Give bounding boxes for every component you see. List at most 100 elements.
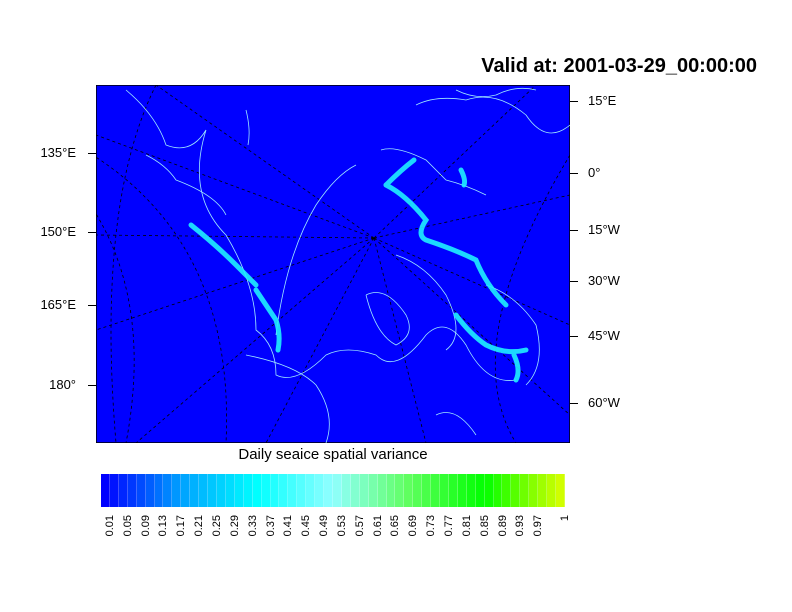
colorbar-box	[163, 474, 173, 507]
colorbar-box	[502, 474, 512, 507]
colorbar-box	[190, 474, 200, 507]
colorbar-title: Daily seaice spatial variance	[238, 446, 428, 463]
colorbar-label: 0.77	[443, 515, 455, 537]
colorbar-box	[538, 474, 548, 507]
colorbar-box	[484, 474, 494, 507]
lon-label-left: 180°	[49, 377, 76, 392]
map-panel	[96, 85, 570, 443]
colorbar-box	[181, 474, 191, 507]
colorbar-label: 0.65	[389, 515, 402, 537]
tick	[570, 281, 578, 282]
colorbar-label: 0.61	[371, 515, 384, 537]
lon-label-right: 0°	[588, 165, 601, 180]
colorbar-box	[440, 474, 449, 507]
colorbar-label: 1	[559, 515, 571, 522]
tick	[570, 173, 578, 174]
graticule	[96, 85, 570, 443]
colorbar-box	[261, 474, 271, 507]
colorbar-label: 0.29	[228, 515, 241, 537]
colorbar-label: 0.01	[103, 515, 116, 537]
lon-label-right: 45°W	[588, 328, 620, 343]
tick	[570, 230, 578, 231]
colorbar-box	[306, 474, 316, 507]
colorbar-label: 0.41	[282, 515, 295, 537]
colorbar-box	[395, 474, 405, 507]
colorbar-box	[448, 474, 458, 507]
lon-label-left: 165°E	[40, 297, 76, 312]
colorbar-box	[234, 474, 244, 507]
colorbar-label: 0.85	[478, 515, 491, 537]
lon-label-right: 15°E	[588, 93, 617, 108]
lon-label-left: 135°E	[40, 145, 76, 160]
colorbar-box	[270, 474, 280, 507]
colorbar-box	[422, 474, 432, 507]
colorbar-box	[252, 474, 262, 507]
lon-label-right: 30°W	[588, 273, 620, 288]
colorbar-label: 0.57	[353, 515, 366, 537]
colorbar-box	[457, 474, 467, 507]
colorbar-label: 0.21	[193, 515, 206, 537]
colorbar-box	[341, 474, 351, 507]
lon-label-right: 60°W	[588, 395, 620, 410]
colorbar-label: 0.25	[211, 515, 223, 537]
tick	[88, 305, 96, 306]
colorbar-box	[359, 474, 369, 507]
colorbar-label: 0.69	[407, 515, 420, 537]
colorbar-box	[208, 474, 217, 507]
colorbar-box	[413, 474, 423, 507]
colorbar-box	[350, 474, 360, 507]
tick	[570, 336, 578, 337]
colorbar-label: 0.17	[175, 515, 188, 537]
colorbar-box	[101, 474, 110, 507]
plot-title: Valid at: 2001-03-29_00:00:00	[481, 55, 757, 77]
colorbar-label: 0.73	[425, 515, 438, 537]
colorbar-label: 0.37	[264, 515, 277, 537]
colorbar-box	[547, 474, 557, 507]
lon-label-right: 15°W	[588, 222, 620, 237]
colorbar-box	[154, 474, 164, 507]
colorbar-box	[511, 474, 521, 507]
colorbar-box	[136, 474, 146, 507]
colorbar-label: 0.45	[300, 515, 313, 537]
colorbar-box	[127, 474, 137, 507]
colorbar-box	[556, 474, 565, 507]
colorbar-box	[386, 474, 396, 507]
colorbar-label: 0.81	[460, 515, 473, 537]
colorbar-label: 0.49	[318, 515, 331, 537]
colorbar	[101, 474, 565, 507]
tick	[88, 153, 96, 154]
colorbar-label: 0.05	[121, 515, 134, 537]
colorbar-box	[324, 474, 333, 507]
colorbar-box	[368, 474, 378, 507]
colorbar-label: 0.89	[496, 515, 509, 537]
colorbar-box	[279, 474, 289, 507]
colorbar-box	[243, 474, 253, 507]
colorbar-box	[216, 474, 226, 507]
map-background	[96, 85, 570, 443]
colorbar-box	[225, 474, 235, 507]
colorbar-label: 0.13	[157, 515, 170, 537]
colorbar-box	[529, 474, 539, 507]
tick	[88, 232, 96, 233]
lon-label-left: 150°E	[40, 224, 76, 239]
tick	[88, 385, 96, 386]
colorbar-box	[118, 474, 128, 507]
ice-edge	[188, 157, 529, 383]
colorbar-box	[145, 474, 155, 507]
colorbar-box	[332, 474, 342, 507]
colorbar-box	[297, 474, 307, 507]
colorbar-box	[466, 474, 476, 507]
colorbar-box	[493, 474, 503, 507]
tick	[570, 403, 578, 404]
tick	[570, 101, 578, 102]
colorbar-box	[475, 474, 485, 507]
colorbar-box	[315, 474, 325, 507]
coastlines	[125, 87, 570, 443]
colorbar-label: 0.09	[139, 515, 152, 537]
colorbar-box	[377, 474, 387, 507]
colorbar-label: 0.93	[514, 515, 527, 537]
colorbar-box	[172, 474, 182, 507]
colorbar-box	[431, 474, 441, 507]
colorbar-box	[520, 474, 530, 507]
